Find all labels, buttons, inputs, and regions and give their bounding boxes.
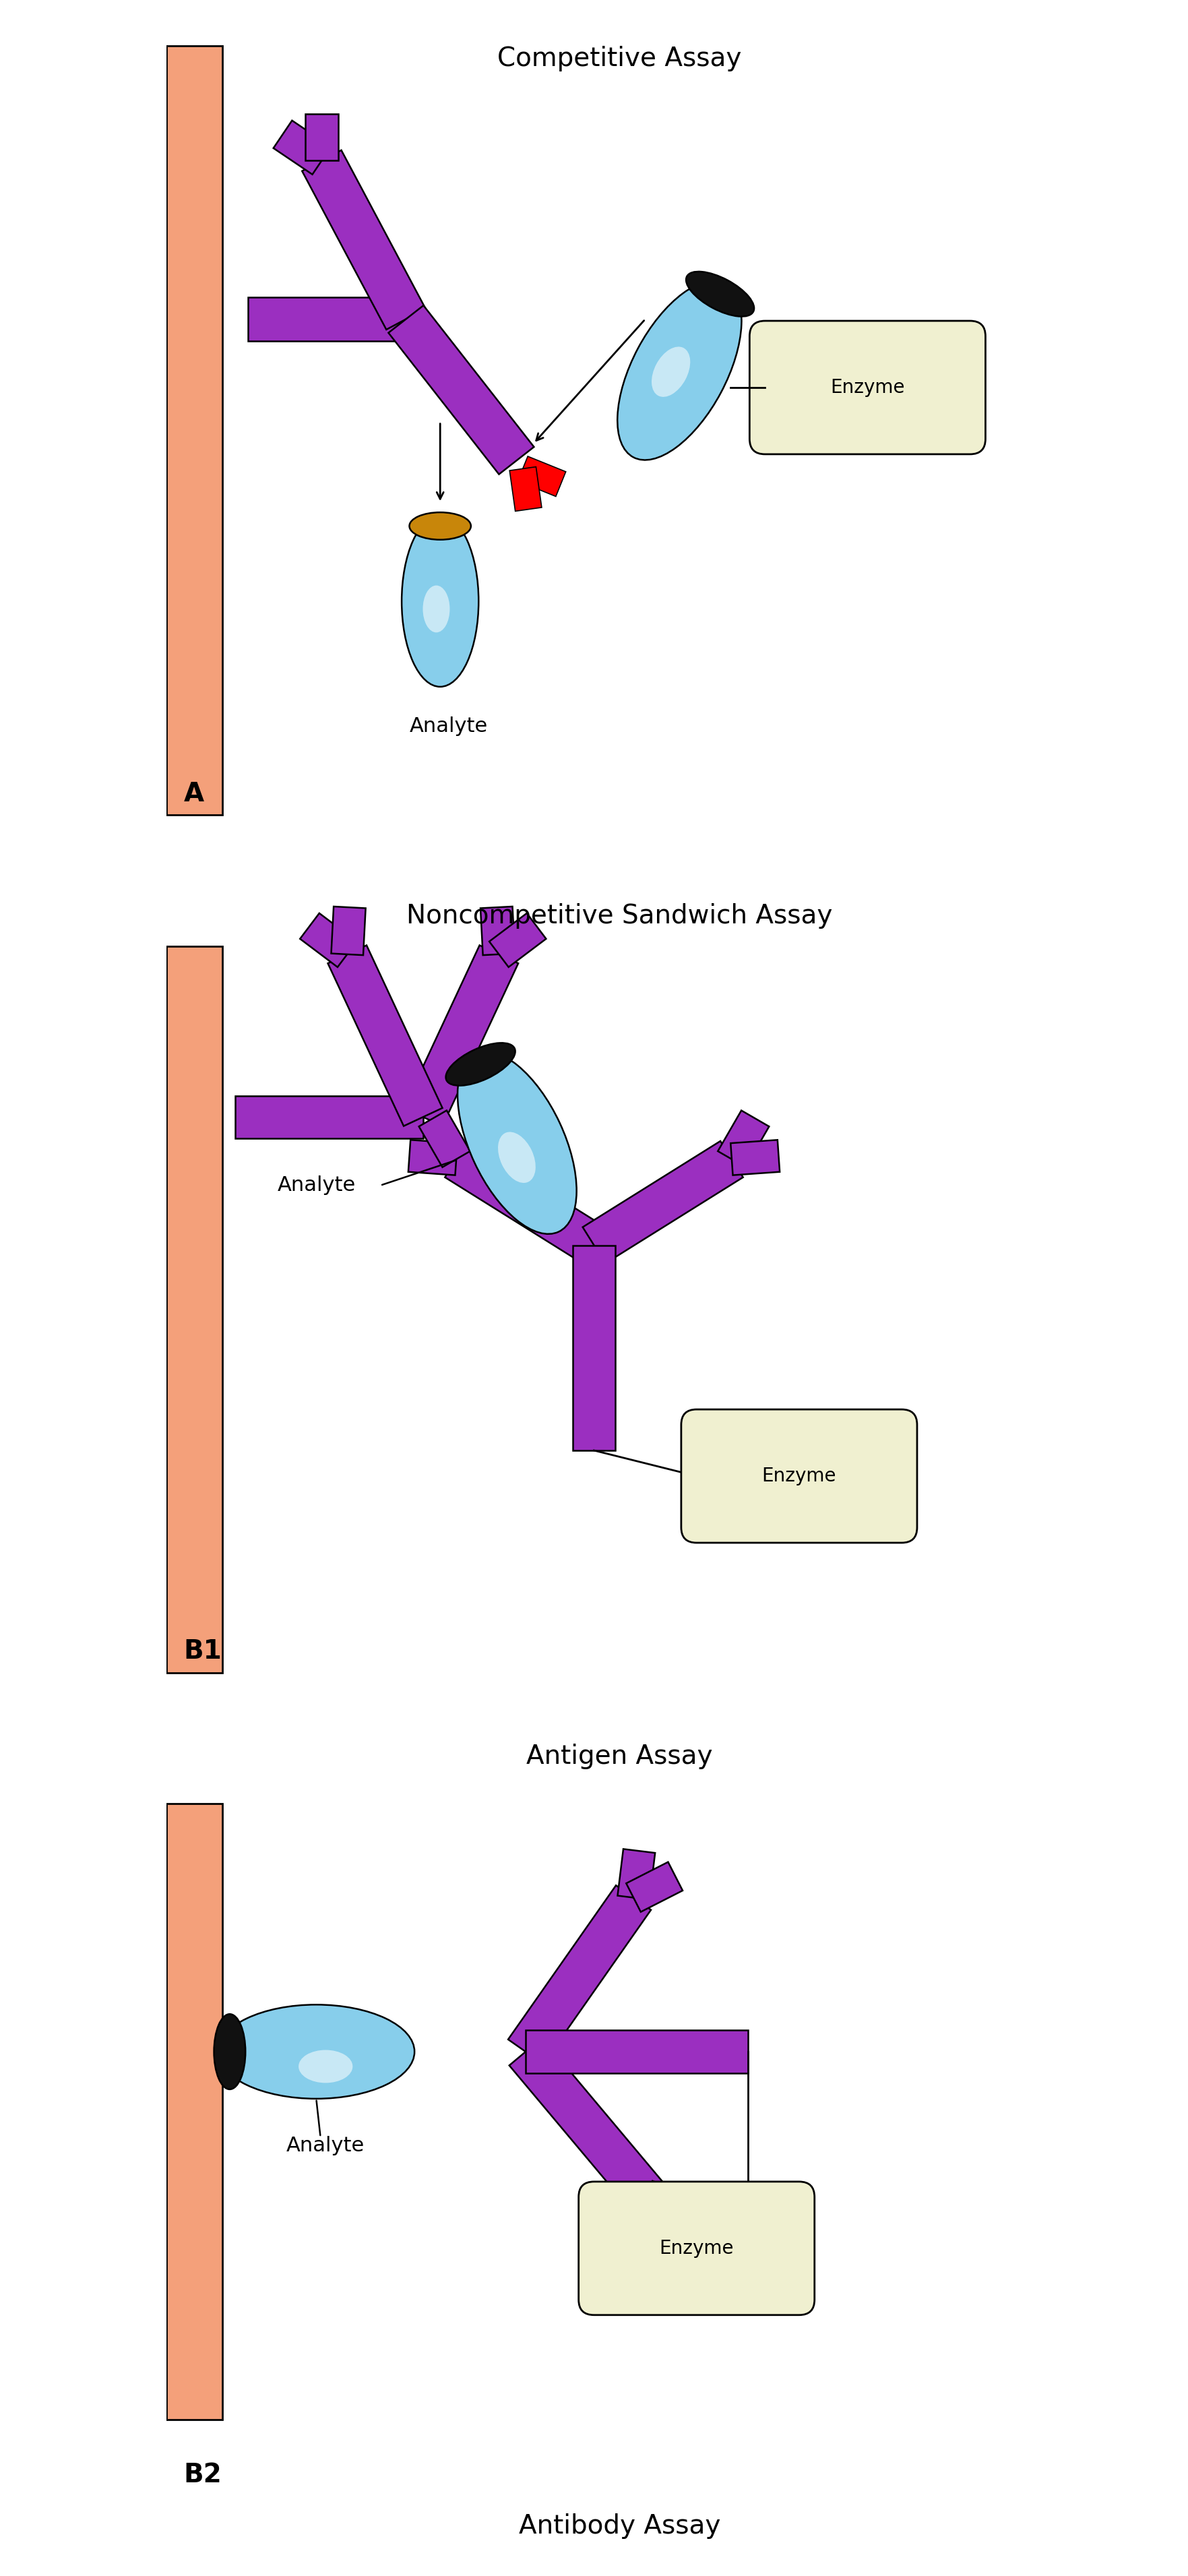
Ellipse shape — [457, 1051, 576, 1234]
Ellipse shape — [298, 2050, 353, 2084]
FancyBboxPatch shape — [166, 945, 222, 1672]
Text: Antigen Assay: Antigen Assay — [526, 1744, 713, 1770]
Text: Noncompetitive Sandwich Assay: Noncompetitive Sandwich Assay — [406, 904, 833, 930]
Polygon shape — [419, 1110, 470, 1167]
Ellipse shape — [423, 585, 450, 634]
Polygon shape — [631, 2192, 672, 2246]
Polygon shape — [640, 2182, 696, 2228]
Polygon shape — [235, 1095, 423, 1139]
Text: Enzyme: Enzyme — [830, 379, 905, 397]
Ellipse shape — [446, 1043, 516, 1084]
Ellipse shape — [652, 348, 690, 397]
Polygon shape — [525, 2030, 748, 2074]
FancyBboxPatch shape — [166, 1803, 222, 2419]
Polygon shape — [388, 307, 533, 474]
Polygon shape — [626, 1862, 683, 1911]
Polygon shape — [489, 914, 546, 966]
FancyBboxPatch shape — [681, 1409, 917, 1543]
Text: Competitive Assay: Competitive Assay — [498, 46, 741, 72]
Polygon shape — [328, 945, 442, 1126]
Text: Enzyme: Enzyme — [762, 1466, 836, 1486]
Polygon shape — [508, 1886, 651, 2063]
Ellipse shape — [685, 270, 754, 317]
Ellipse shape — [217, 2004, 415, 2099]
Text: Analyte: Analyte — [278, 1175, 356, 1195]
Ellipse shape — [402, 515, 479, 688]
Text: Enzyme: Enzyme — [659, 2239, 734, 2257]
Polygon shape — [248, 296, 406, 343]
Polygon shape — [618, 1850, 655, 1899]
Polygon shape — [305, 113, 339, 160]
Polygon shape — [718, 1110, 769, 1167]
Text: Analyte: Analyte — [410, 716, 488, 737]
Ellipse shape — [214, 2014, 246, 2089]
Text: B1: B1 — [184, 1638, 222, 1664]
Polygon shape — [331, 907, 366, 956]
Polygon shape — [404, 945, 518, 1126]
Text: Analyte: Analyte — [286, 2136, 365, 2156]
Polygon shape — [409, 1141, 457, 1175]
Polygon shape — [480, 907, 514, 956]
FancyBboxPatch shape — [166, 46, 222, 814]
FancyBboxPatch shape — [579, 2182, 815, 2316]
Polygon shape — [573, 1244, 615, 1450]
Polygon shape — [273, 121, 331, 175]
Polygon shape — [510, 466, 542, 510]
Text: B2: B2 — [184, 2463, 222, 2488]
Text: A: A — [184, 781, 204, 806]
FancyBboxPatch shape — [750, 322, 986, 453]
Polygon shape — [302, 149, 425, 330]
Polygon shape — [731, 1141, 779, 1175]
Polygon shape — [582, 1141, 742, 1262]
Polygon shape — [510, 2038, 663, 2210]
Polygon shape — [301, 914, 356, 966]
Text: Antibody Assay: Antibody Assay — [519, 2514, 720, 2540]
Ellipse shape — [410, 513, 470, 541]
Polygon shape — [518, 456, 565, 497]
Ellipse shape — [618, 281, 741, 461]
Polygon shape — [446, 1141, 606, 1262]
Ellipse shape — [498, 1131, 536, 1182]
